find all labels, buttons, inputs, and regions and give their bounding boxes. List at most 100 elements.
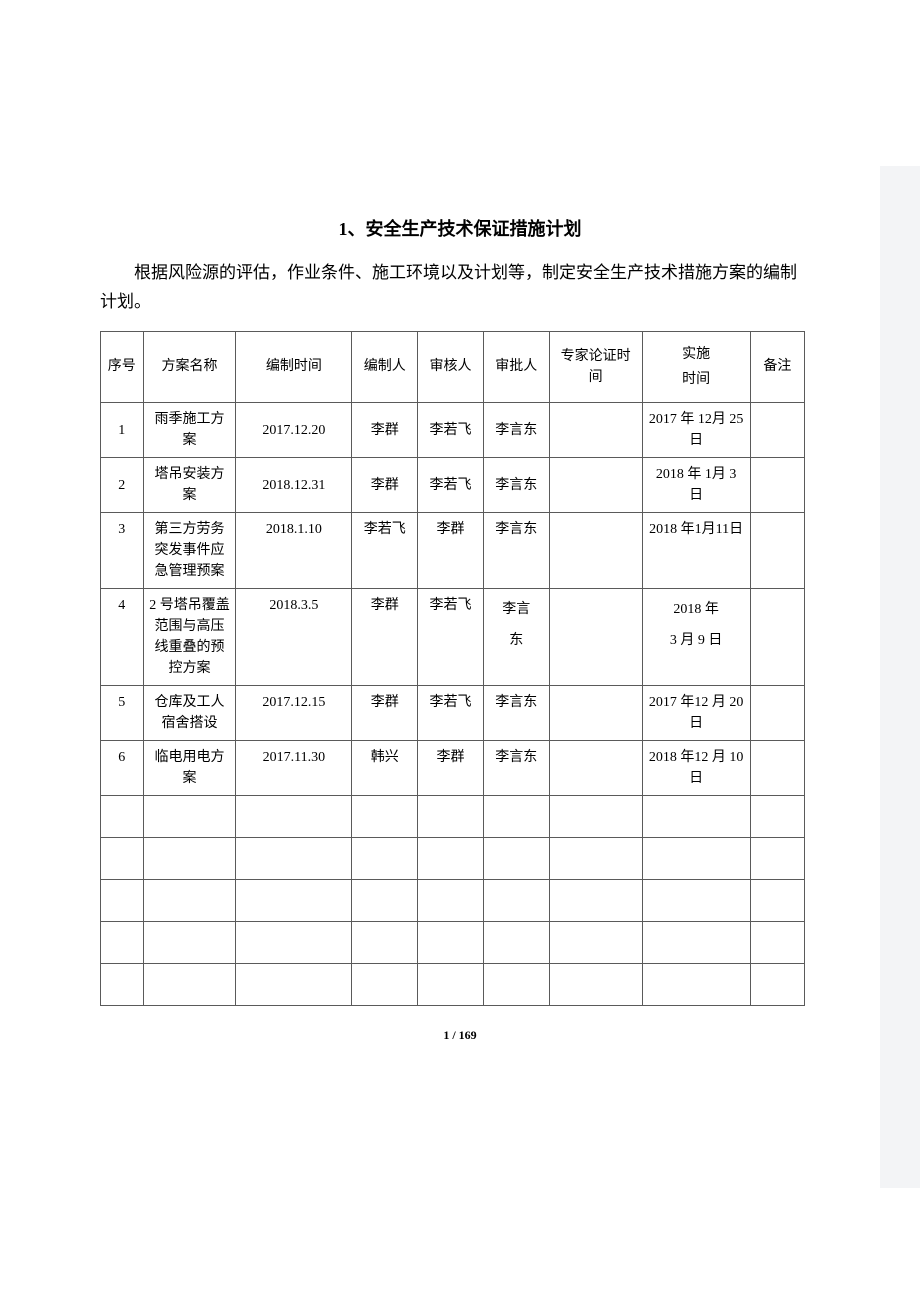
cell-no: 3 xyxy=(101,513,144,589)
table-row xyxy=(101,922,805,964)
empty-cell xyxy=(101,922,144,964)
empty-cell xyxy=(101,796,144,838)
empty-cell xyxy=(642,880,750,922)
table-row xyxy=(101,796,805,838)
empty-cell xyxy=(549,964,642,1006)
empty-cell xyxy=(418,964,484,1006)
cell-remark xyxy=(750,403,804,458)
cell-impl: 2018 年1月11日 xyxy=(642,513,750,589)
empty-cell xyxy=(236,880,352,922)
header-impl: 实施时间 xyxy=(642,331,750,402)
empty-cell xyxy=(143,796,236,838)
cell-remark xyxy=(750,458,804,513)
table-row xyxy=(101,880,805,922)
cell-remark xyxy=(750,589,804,686)
sidebar-tab xyxy=(880,166,920,1188)
table-row: 42 号塔吊覆盖范围与高压线重叠的预控方案2018.3.5李群李若飞李言东201… xyxy=(101,589,805,686)
empty-cell xyxy=(750,838,804,880)
header-date: 编制时间 xyxy=(236,331,352,402)
empty-cell xyxy=(483,880,549,922)
empty-cell xyxy=(352,964,418,1006)
cell-impl: 2018 年 1月 3 日 xyxy=(642,458,750,513)
cell-date: 2018.1.10 xyxy=(236,513,352,589)
cell-author: 李群 xyxy=(352,458,418,513)
empty-cell xyxy=(236,838,352,880)
cell-approver: 李言东 xyxy=(483,741,549,796)
empty-cell xyxy=(143,838,236,880)
cell-date: 2017.12.20 xyxy=(236,403,352,458)
cell-author: 李群 xyxy=(352,589,418,686)
cell-reviewer: 李若飞 xyxy=(418,403,484,458)
empty-cell xyxy=(549,880,642,922)
cell-date: 2018.12.31 xyxy=(236,458,352,513)
plan-table: 序号 方案名称 编制时间 编制人 审核人 审批人 专家论证时间 实施时间 备注 … xyxy=(100,331,805,1006)
empty-cell xyxy=(549,796,642,838)
table-row: 3第三方劳务突发事件应急管理预案2018.1.10李若飞李群李言东2018 年1… xyxy=(101,513,805,589)
cell-remark xyxy=(750,513,804,589)
empty-cell xyxy=(642,964,750,1006)
table-row xyxy=(101,964,805,1006)
cell-impl: 2017 年 12月 25 日 xyxy=(642,403,750,458)
cell-no: 1 xyxy=(101,403,144,458)
cell-name: 2 号塔吊覆盖范围与高压线重叠的预控方案 xyxy=(143,589,236,686)
cell-remark xyxy=(750,686,804,741)
cell-no: 2 xyxy=(101,458,144,513)
cell-remark xyxy=(750,741,804,796)
empty-cell xyxy=(642,796,750,838)
header-remark: 备注 xyxy=(750,331,804,402)
table-header-row: 序号 方案名称 编制时间 编制人 审核人 审批人 专家论证时间 实施时间 备注 xyxy=(101,331,805,402)
empty-cell xyxy=(143,964,236,1006)
empty-cell xyxy=(352,880,418,922)
cell-author: 李若飞 xyxy=(352,513,418,589)
table-row: 1雨季施工方案2017.12.20李群李若飞李言东2017 年 12月 25 日 xyxy=(101,403,805,458)
cell-author: 李群 xyxy=(352,686,418,741)
empty-cell xyxy=(483,922,549,964)
cell-reviewer: 李若飞 xyxy=(418,686,484,741)
page-number: 1 / 169 xyxy=(70,1028,850,1043)
empty-cell xyxy=(101,880,144,922)
intro-paragraph: 根据风险源的评估，作业条件、施工环境以及计划等，制定安全生产技术措施方案的编制计… xyxy=(70,259,850,317)
cell-expert xyxy=(549,403,642,458)
empty-cell xyxy=(418,922,484,964)
cell-date: 2018.3.5 xyxy=(236,589,352,686)
empty-cell xyxy=(418,838,484,880)
cell-approver: 李言东 xyxy=(483,458,549,513)
page-title: 1、安全生产技术保证措施计划 xyxy=(70,215,850,241)
empty-cell xyxy=(750,964,804,1006)
empty-cell xyxy=(483,964,549,1006)
cell-date: 2017.12.15 xyxy=(236,686,352,741)
table-row: 2塔吊安装方案2018.12.31李群李若飞李言东 2018 年 1月 3 日 xyxy=(101,458,805,513)
table-wrapper: 序号 方案名称 编制时间 编制人 审核人 审批人 专家论证时间 实施时间 备注 … xyxy=(70,331,850,1006)
empty-cell xyxy=(143,880,236,922)
empty-cell xyxy=(418,880,484,922)
cell-expert xyxy=(549,458,642,513)
header-expert: 专家论证时间 xyxy=(549,331,642,402)
cell-approver: 李言东 xyxy=(483,686,549,741)
cell-expert xyxy=(549,741,642,796)
empty-cell xyxy=(750,922,804,964)
empty-cell xyxy=(483,796,549,838)
header-approver: 审批人 xyxy=(483,331,549,402)
empty-cell xyxy=(236,922,352,964)
empty-cell xyxy=(418,796,484,838)
cell-reviewer: 李群 xyxy=(418,513,484,589)
header-author: 编制人 xyxy=(352,331,418,402)
cell-expert xyxy=(549,686,642,741)
cell-approver: 李言东 xyxy=(483,589,549,686)
cell-no: 4 xyxy=(101,589,144,686)
cell-impl: 2018 年12 月 10日 xyxy=(642,741,750,796)
cell-impl: 2017 年12 月 20日 xyxy=(642,686,750,741)
cell-name: 塔吊安装方案 xyxy=(143,458,236,513)
empty-cell xyxy=(101,964,144,1006)
cell-author: 韩兴 xyxy=(352,741,418,796)
empty-cell xyxy=(750,880,804,922)
empty-cell xyxy=(549,838,642,880)
page-container: 1、安全生产技术保证措施计划 根据风险源的评估，作业条件、施工环境以及计划等，制… xyxy=(70,0,850,1043)
cell-reviewer: 李群 xyxy=(418,741,484,796)
empty-cell xyxy=(642,838,750,880)
empty-cell xyxy=(750,796,804,838)
cell-approver: 李言东 xyxy=(483,513,549,589)
cell-reviewer: 李若飞 xyxy=(418,458,484,513)
cell-author: 李群 xyxy=(352,403,418,458)
table-row xyxy=(101,838,805,880)
